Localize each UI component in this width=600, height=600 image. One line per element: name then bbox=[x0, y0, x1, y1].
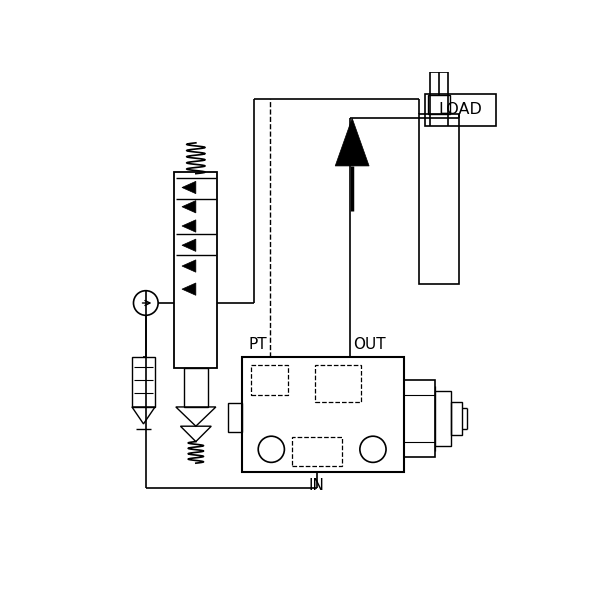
Text: OUT: OUT bbox=[353, 337, 386, 352]
Bar bbox=[132, 357, 155, 407]
Bar bbox=[404, 380, 434, 457]
Bar bbox=[425, 94, 496, 126]
Bar bbox=[428, 95, 450, 115]
Text: LOAD: LOAD bbox=[439, 102, 482, 117]
Bar bbox=[228, 403, 242, 433]
Polygon shape bbox=[335, 118, 369, 166]
Polygon shape bbox=[182, 200, 196, 213]
Polygon shape bbox=[182, 220, 196, 232]
Bar bbox=[184, 368, 208, 407]
Bar bbox=[451, 401, 462, 436]
Text: IN: IN bbox=[309, 478, 325, 493]
Bar bbox=[174, 172, 217, 368]
Polygon shape bbox=[182, 239, 196, 251]
Polygon shape bbox=[182, 181, 196, 194]
Polygon shape bbox=[182, 283, 196, 295]
Bar bbox=[251, 365, 288, 395]
Bar bbox=[315, 365, 361, 401]
Polygon shape bbox=[182, 260, 196, 272]
Bar bbox=[292, 437, 342, 466]
Bar bbox=[434, 391, 451, 446]
Text: PT: PT bbox=[248, 337, 266, 352]
Bar bbox=[419, 115, 459, 284]
Bar bbox=[242, 357, 404, 472]
